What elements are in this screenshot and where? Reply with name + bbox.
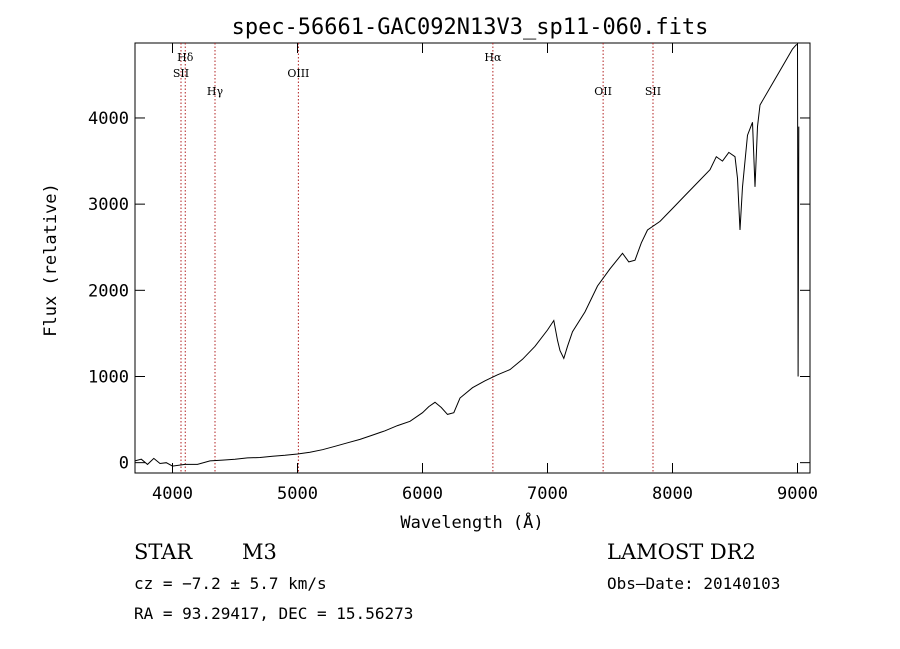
line-marker-label: Hγ <box>207 85 224 98</box>
y-tick-label: 4000 <box>88 109 129 129</box>
x-tick-label: 9000 <box>777 484 818 504</box>
y-tick-label: 1000 <box>88 367 129 387</box>
redshift-cz: cz = −7.2 ± 5.7 km/s <box>134 574 327 593</box>
line-marker-label: SII <box>173 67 189 80</box>
y-axis-ticks: 0 1000 2000 3000 4000 <box>88 109 810 474</box>
x-tick-label: 5000 <box>277 484 318 504</box>
line-marker-label: SII <box>645 85 661 98</box>
x-tick-label: 8000 <box>652 484 693 504</box>
object-subclass: M3 <box>242 540 277 564</box>
line-marker-label: OIII <box>287 67 309 80</box>
x-tick-label: 6000 <box>402 484 443 504</box>
y-tick-label: 3000 <box>88 195 129 215</box>
x-tick-label: 7000 <box>527 484 568 504</box>
object-type: STAR <box>134 540 193 564</box>
y-axis-label: Flux (relative) <box>41 183 61 337</box>
plot-area: Hδ SII Hγ OIII Hα OII SII 4000 5000 6000 7000 8000… <box>88 42 818 504</box>
line-marker-label: Hα <box>484 51 502 64</box>
y-tick-label: 0 <box>119 454 129 474</box>
sky-coordinates: RA = 93.29417, DEC = 15.56273 <box>134 604 413 623</box>
line-marker-label: Hδ <box>177 51 194 64</box>
line-markers <box>180 43 654 473</box>
x-axis-ticks: 4000 5000 6000 7000 8000 9000 <box>152 43 818 504</box>
chart-title: spec-56661-GAC092N13V3_sp11-060.fits <box>232 15 709 40</box>
x-tick-label: 4000 <box>152 484 193 504</box>
survey-name: LAMOST DR2 <box>607 540 756 564</box>
y-tick-label: 2000 <box>88 281 129 301</box>
line-marker-labels: Hδ SII Hγ OIII Hα OII SII <box>173 51 661 98</box>
observation-date: Obs–Date: 20140103 <box>607 574 780 593</box>
x-axis-label: Wavelength (Å) <box>400 511 543 533</box>
plot-frame <box>134 42 811 474</box>
spectrum-series <box>134 44 800 467</box>
line-marker-label: OII <box>594 85 612 98</box>
